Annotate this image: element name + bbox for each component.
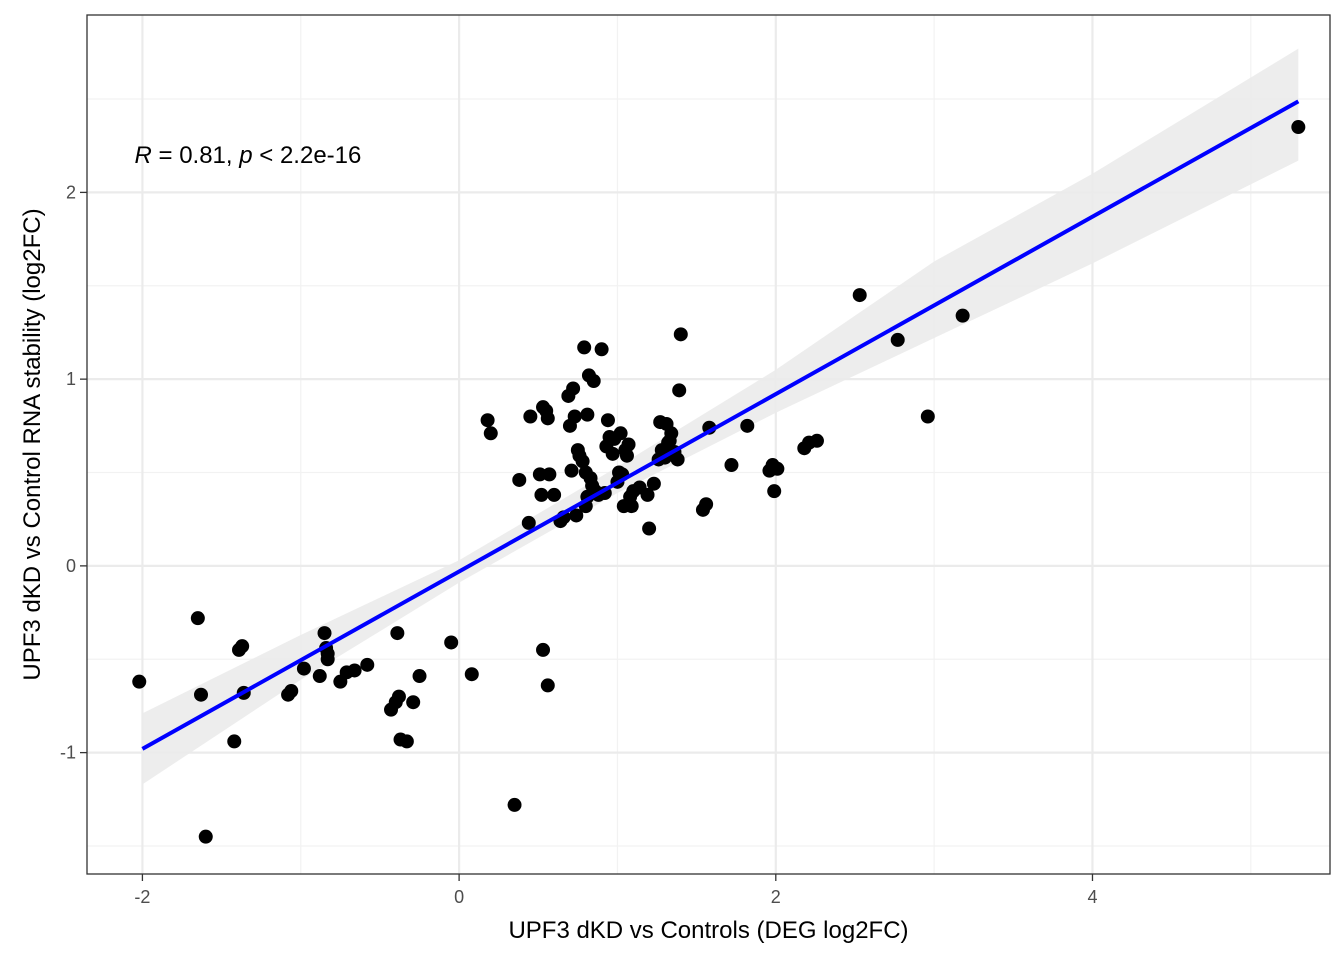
r-symbol: R (135, 142, 152, 169)
data-point (391, 689, 406, 704)
p-symbol: p (238, 142, 252, 169)
axis-ticks (80, 191, 1094, 881)
data-point (770, 461, 785, 476)
data-point (575, 454, 590, 469)
y-axis-title: UPF3 dKD vs Control RNA stability (log2F… (19, 208, 46, 680)
data-point (577, 340, 592, 355)
confidence-band-area (142, 48, 1299, 785)
x-tick-label: 2 (771, 887, 781, 907)
data-point (296, 661, 311, 676)
data-point (198, 829, 213, 844)
data-point (672, 383, 687, 398)
data-point (955, 308, 970, 323)
data-point (567, 409, 582, 424)
data-point (664, 426, 679, 441)
data-point (390, 626, 405, 641)
data-point (464, 667, 479, 682)
data-point (534, 487, 549, 502)
data-point (132, 674, 147, 689)
data-point (412, 669, 427, 684)
data-point (480, 413, 495, 428)
x-axis-title: UPF3 dKD vs Controls (DEG log2FC) (508, 917, 908, 944)
data-point (320, 652, 335, 667)
data-point (740, 418, 755, 433)
data-point (190, 611, 205, 626)
data-point (621, 437, 636, 452)
data-point (540, 411, 555, 426)
data-point (600, 413, 615, 428)
data-point (512, 472, 527, 487)
data-point (670, 452, 685, 467)
data-points (132, 120, 1306, 844)
y-tick-label: -1 (60, 743, 76, 763)
data-point (317, 626, 332, 641)
y-tick-label: 2 (66, 182, 76, 202)
data-point (569, 508, 584, 523)
data-point (646, 476, 661, 491)
data-point (586, 374, 601, 389)
confidence-band (142, 48, 1299, 785)
data-point (194, 687, 209, 702)
y-tick-label: 1 (66, 369, 76, 389)
x-axis-tick-labels: -2 0 2 4 (134, 887, 1097, 907)
data-point (399, 734, 414, 749)
data-point (523, 409, 538, 424)
data-point (852, 288, 867, 303)
data-point (444, 635, 459, 650)
correlation-annotation: R = 0.81, p < 2.2e-16 (135, 142, 362, 169)
data-point (312, 669, 327, 684)
data-point (540, 678, 555, 693)
data-point (724, 458, 739, 473)
data-point (521, 515, 536, 530)
data-point (360, 657, 375, 672)
data-point (673, 327, 688, 342)
data-point (594, 342, 609, 357)
data-point (619, 448, 634, 463)
x-tick-label: 4 (1087, 887, 1097, 907)
data-point (920, 409, 935, 424)
data-point (564, 463, 579, 478)
data-point (235, 639, 250, 654)
r-value: = 0.81, (152, 142, 239, 169)
data-point (284, 683, 299, 698)
data-point (542, 467, 557, 482)
x-tick-label: -2 (134, 887, 150, 907)
data-point (767, 484, 782, 499)
data-point (1291, 120, 1306, 135)
data-point (536, 642, 551, 657)
panel-border (86, 14, 1331, 875)
data-point (613, 426, 628, 441)
data-point (547, 487, 562, 502)
data-point (640, 487, 655, 502)
data-point (624, 499, 639, 514)
data-point (642, 521, 657, 536)
p-value: < 2.2e-16 (253, 142, 362, 169)
x-tick-label: 0 (454, 887, 464, 907)
data-point (580, 407, 595, 422)
data-point (699, 497, 714, 512)
data-point (483, 426, 498, 441)
regression-line (141, 99, 1300, 751)
data-point (566, 381, 581, 396)
data-point (890, 332, 905, 347)
y-tick-label: 0 (66, 556, 76, 576)
data-point (227, 734, 242, 749)
data-point (809, 433, 824, 448)
data-point (507, 797, 522, 812)
data-point (406, 695, 421, 710)
data-point (605, 446, 620, 461)
regression-line-layer (141, 99, 1300, 751)
data-point (347, 663, 362, 678)
y-axis-tick-labels: -1 0 1 2 (60, 182, 76, 762)
